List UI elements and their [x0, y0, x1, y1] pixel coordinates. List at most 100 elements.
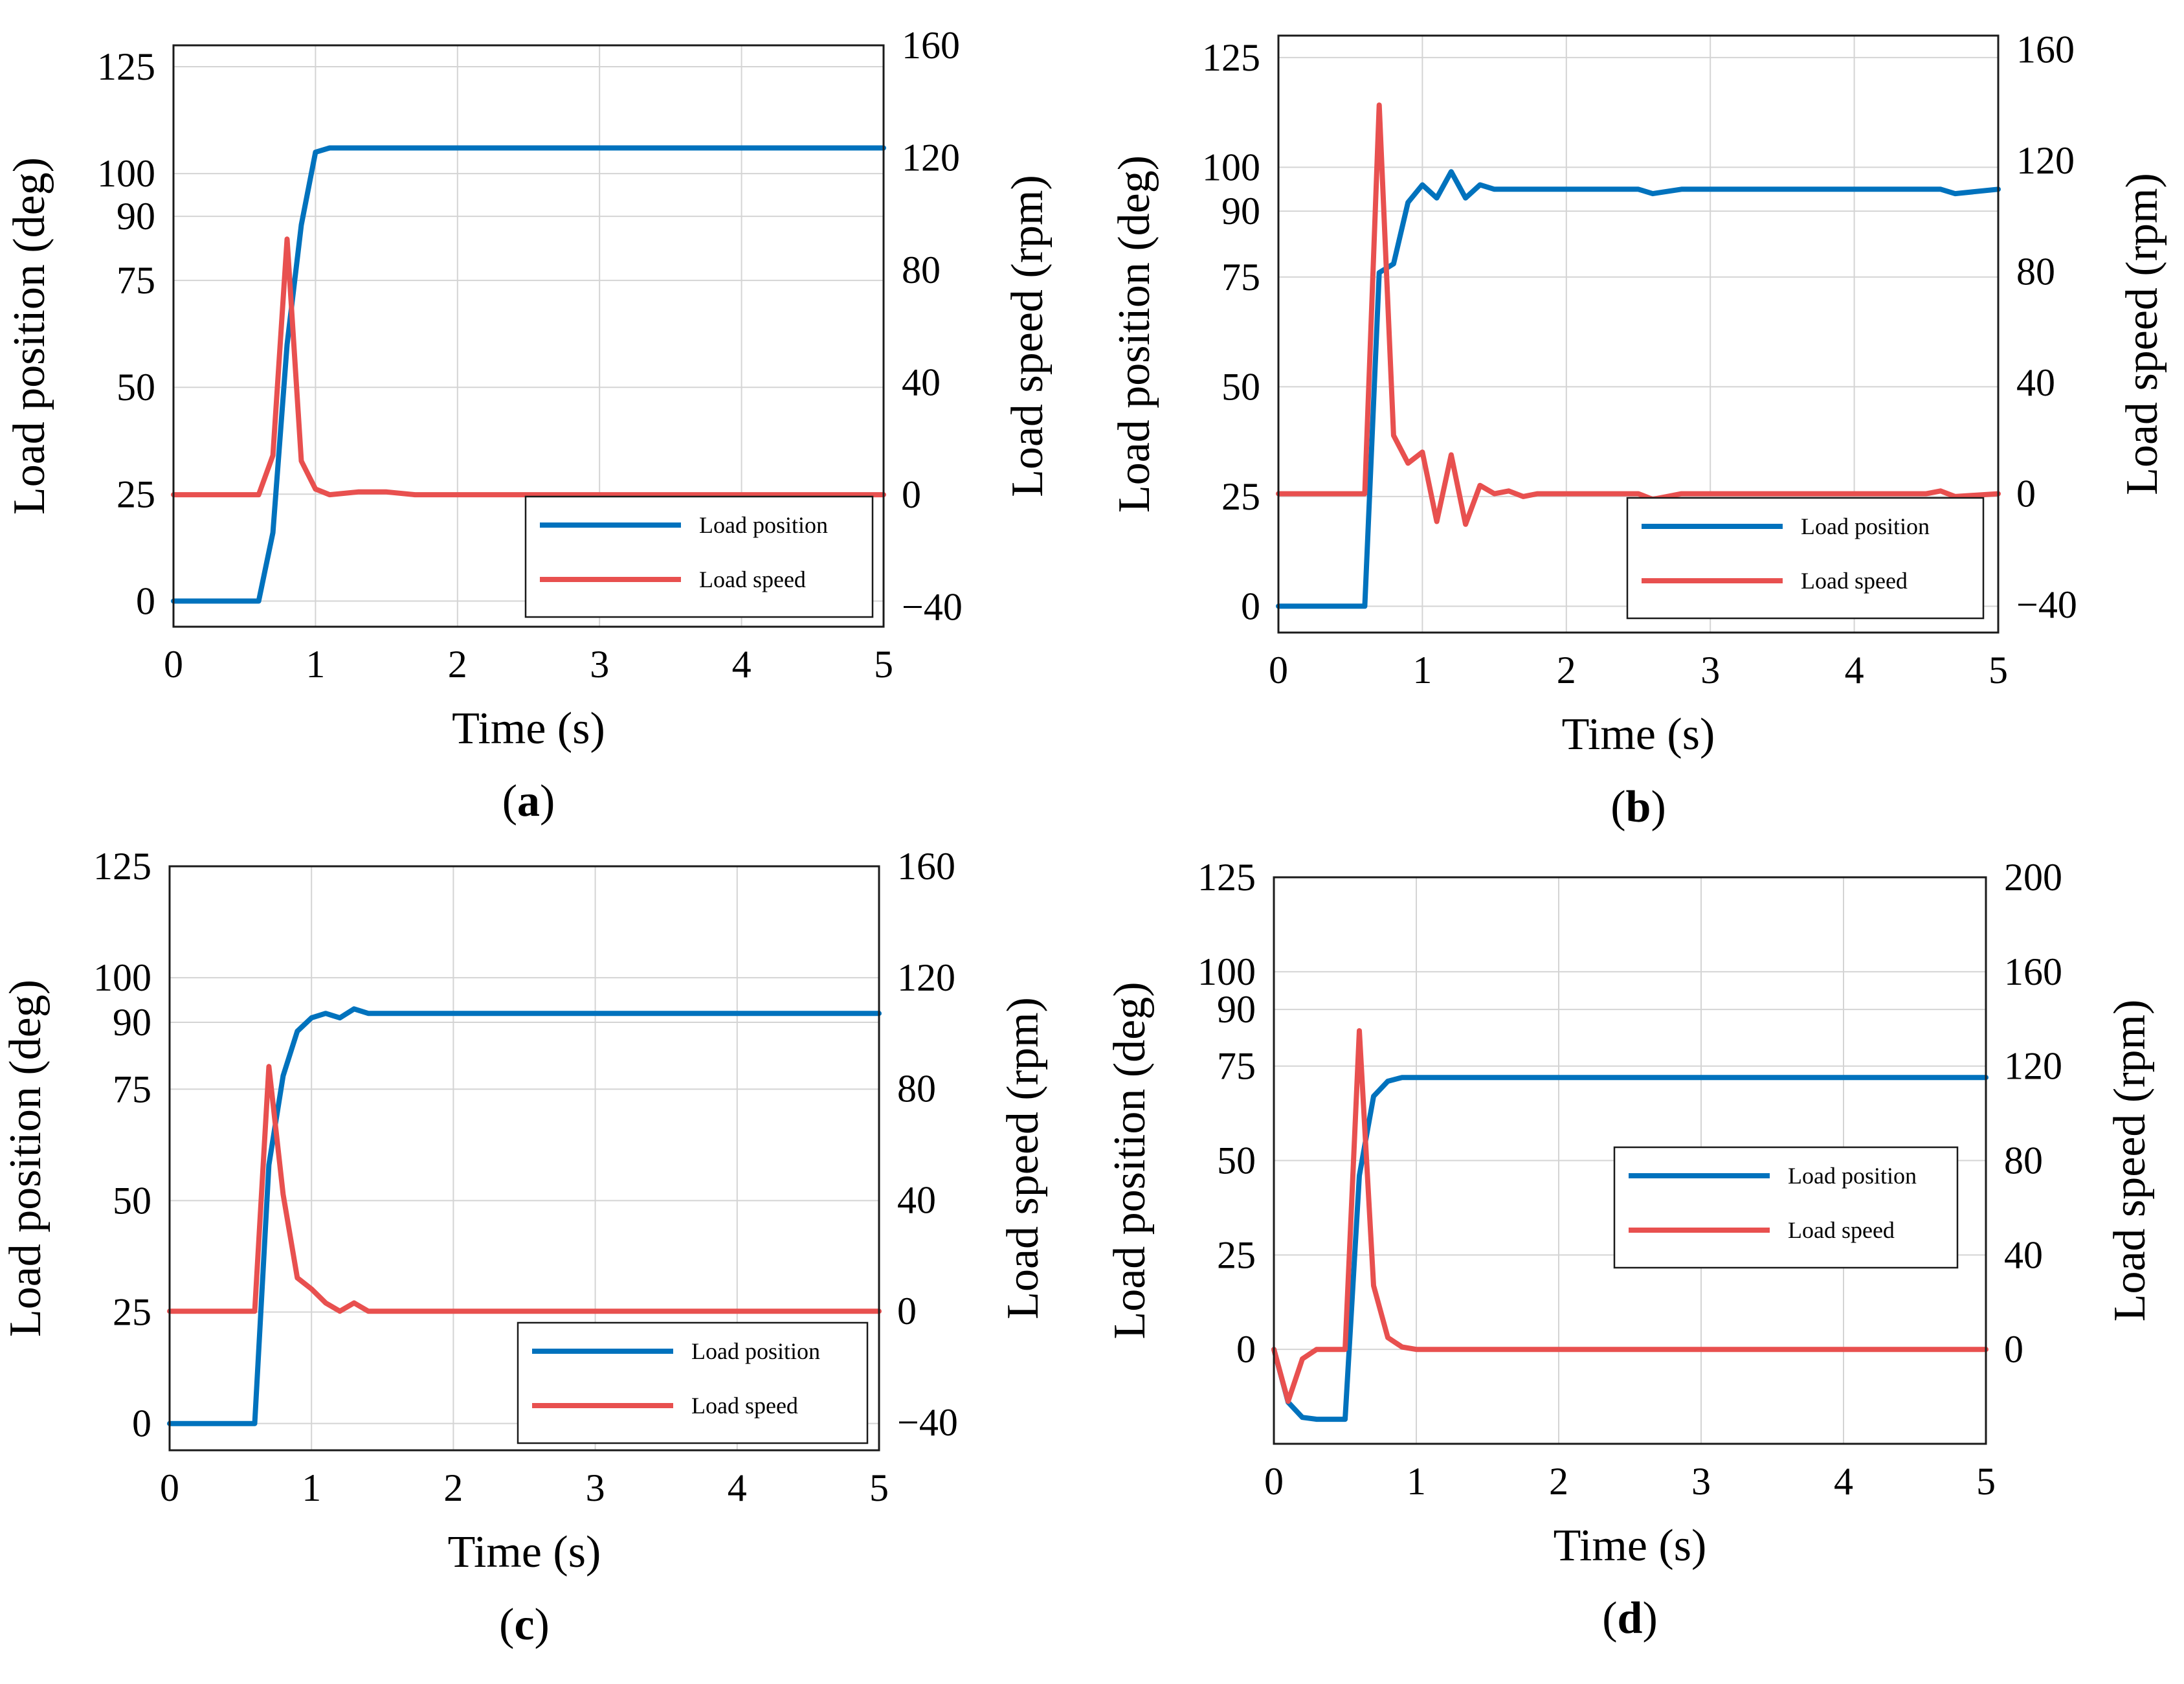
- y-right-tick-label: 120: [2016, 139, 2075, 182]
- y-right-tick-label: 0: [902, 473, 921, 516]
- y-left-tick-label: 100: [97, 152, 155, 195]
- legend-label: Load speed: [699, 567, 806, 592]
- chart-panel-a: 0 1 2 3 4 5 0 25 50 75 90 100 125 −40 0 40 80 120 160 Time …: [0, 0, 1092, 842]
- y-right-tick-label: 160: [897, 845, 955, 888]
- y-right-tick-label: −40: [2016, 583, 2077, 626]
- y-left-tick-label: 25: [117, 473, 155, 515]
- load-speed-line: [1271, 1028, 1989, 1404]
- legend-box: [1626, 497, 1985, 620]
- x-tick-label: 4: [728, 1466, 747, 1509]
- y-left-tick-label: 0: [132, 1402, 151, 1445]
- chart-d-svg: 0 1 2 3 4 502550759010012504080120160200Time …: [1105, 856, 2155, 1643]
- y-right-tick-label: 40: [2004, 1233, 2043, 1276]
- x-tick-label: 2: [1549, 1460, 1568, 1503]
- legend-box: [524, 495, 874, 618]
- chart-b-svg: 0 1 2 3 4 5025507590100125−4004080120160Time …: [1109, 28, 2167, 832]
- y-right-tick-label: −40: [897, 1401, 958, 1444]
- x-tick-label: 2: [1557, 649, 1576, 691]
- x-axis-label: Time (s): [452, 704, 605, 754]
- y-left-tick-label: 25: [1221, 475, 1260, 518]
- y-left-tick-label: 50: [1221, 365, 1260, 408]
- y-left-tick-label: 0: [136, 579, 155, 622]
- x-tick-label: 5: [869, 1466, 889, 1509]
- y-right-tick-label: 0: [897, 1290, 917, 1332]
- y-right-tick-label: 160: [902, 24, 960, 67]
- x-tick-label: 3: [1700, 649, 1720, 691]
- load-speed-line: [1276, 102, 2001, 527]
- y-right-tick-label: −40: [902, 586, 963, 629]
- plot-frame: [172, 44, 885, 628]
- x-tick-label: 1: [306, 643, 325, 686]
- y-right-tick-label: 80: [897, 1068, 936, 1110]
- y-right-axis-label: Load speed (rpm): [2105, 1000, 2155, 1322]
- y-left-tick-label: 90: [117, 195, 155, 238]
- y-left-tick-label: 75: [1217, 1045, 1256, 1088]
- x-tick-label: 2: [443, 1466, 463, 1509]
- x-axis-label: Time (s): [1554, 1521, 1707, 1571]
- load-position-line: [171, 145, 886, 604]
- y-left-tick-label: 75: [1221, 256, 1260, 298]
- chart-c-svg: 0 1 2 3 4 5025507590100125−4004080120160Time …: [1, 845, 1048, 1650]
- x-tick-label: 3: [590, 643, 609, 686]
- chart-panel-c: 0 1 2 3 4 5 0 25 50 75 90 100 125 −40 0 40 80 120 160 Time …: [0, 842, 1092, 1683]
- y-right-tick-label: 40: [2016, 361, 2055, 404]
- y-right-tick-label: 0: [2004, 1328, 2023, 1371]
- y-right-tick-label: 120: [897, 956, 955, 999]
- y-left-tick-label: 50: [117, 366, 155, 409]
- legend-box: [517, 1321, 869, 1444]
- y-left-tick-label: 25: [1217, 1233, 1256, 1276]
- y-left-tick-label: 50: [1217, 1140, 1256, 1182]
- y-right-axis-label: Load speed (rpm): [1003, 175, 1053, 497]
- legend-label: Load speed: [1788, 1217, 1895, 1243]
- y-left-tick-label: 125: [93, 845, 151, 888]
- load-position-line: [167, 1006, 882, 1426]
- y-left-tick-label: 125: [97, 45, 155, 88]
- y-right-tick-label: 40: [902, 361, 941, 404]
- legend-box: [1613, 1146, 1959, 1269]
- y-left-tick-label: 50: [113, 1179, 151, 1222]
- x-tick-label: 3: [1691, 1460, 1711, 1503]
- x-axis-label: Time (s): [1562, 710, 1715, 759]
- y-right-axis-label: Load speed (rpm): [998, 997, 1048, 1319]
- x-tick-label: 5: [1976, 1460, 1996, 1503]
- legend-label: Load position: [1801, 513, 1930, 539]
- chart-panel-d: 0 1 2 3 4 5 0 25 50 75 90 100 125 0 40 80 120 160 200 Time …: [1092, 842, 2184, 1683]
- legend-label: Load position: [1788, 1163, 1917, 1189]
- y-right-tick-label: 120: [902, 137, 960, 179]
- x-tick-label: 0: [1264, 1460, 1284, 1503]
- y-left-tick-label: 25: [113, 1291, 151, 1334]
- y-left-axis-label: Load position (deg): [5, 157, 54, 515]
- x-tick-label: 4: [1845, 649, 1864, 691]
- y-left-axis-label: Load position (deg): [1105, 982, 1155, 1339]
- x-tick-label: 0: [160, 1466, 179, 1509]
- y-right-tick-label: 80: [2004, 1140, 2043, 1182]
- x-tick-label: 2: [448, 643, 467, 686]
- chart-panel-b: 0 1 2 3 4 5 0 25 50 75 90 100 125 −40 0 40 80 120 160 Time …: [1092, 0, 2184, 842]
- x-tick-label: 4: [1834, 1460, 1853, 1503]
- y-right-tick-label: 0: [2016, 473, 2036, 515]
- x-tick-label: 5: [874, 643, 893, 686]
- y-left-tick-label: 75: [117, 259, 155, 302]
- legend-label: Load speed: [1801, 568, 1908, 594]
- load-speed-line: [171, 236, 886, 498]
- y-left-axis-label: Load position (deg): [1109, 155, 1159, 513]
- y-left-tick-label: 90: [1217, 988, 1256, 1031]
- y-right-tick-label: 120: [2004, 1045, 2062, 1088]
- y-right-tick-label: 80: [902, 249, 941, 291]
- y-left-tick-label: 0: [1241, 585, 1260, 627]
- panel-caption: (d): [1602, 1593, 1658, 1643]
- plot-frame: [168, 865, 880, 1452]
- legend-label: Load position: [699, 512, 828, 538]
- x-tick-label: 4: [732, 643, 752, 686]
- x-tick-label: 1: [1407, 1460, 1426, 1503]
- y-right-tick-label: 160: [2004, 950, 2062, 993]
- y-left-tick-label: 100: [1202, 146, 1260, 188]
- y-right-tick-label: 200: [2004, 856, 2062, 899]
- x-tick-label: 0: [164, 643, 183, 686]
- chart-a-svg: 0 1 2 3 4 5025507590100125−4004080120160Time …: [5, 24, 1053, 826]
- y-right-tick-label: 40: [897, 1178, 936, 1221]
- y-right-tick-label: 80: [2016, 251, 2055, 293]
- x-tick-label: 5: [1989, 649, 2008, 691]
- load-position-line: [1276, 169, 2001, 609]
- x-tick-label: 1: [302, 1466, 321, 1509]
